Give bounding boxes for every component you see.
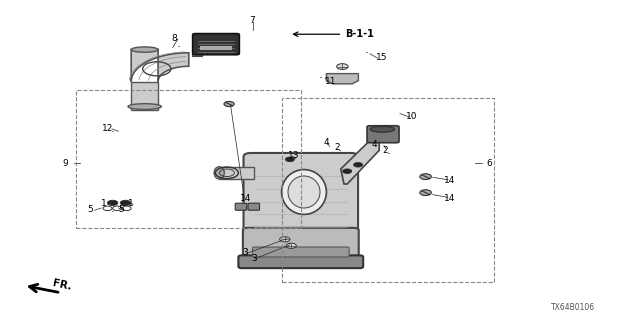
Circle shape: [343, 169, 352, 173]
FancyBboxPatch shape: [243, 228, 359, 260]
Polygon shape: [340, 138, 380, 184]
Bar: [131, 82, 158, 110]
Circle shape: [337, 64, 348, 69]
Bar: [76, 90, 301, 228]
Polygon shape: [326, 74, 358, 84]
FancyBboxPatch shape: [252, 247, 349, 257]
FancyBboxPatch shape: [243, 153, 358, 237]
FancyBboxPatch shape: [236, 203, 247, 210]
Circle shape: [120, 200, 131, 205]
Text: 5: 5: [118, 205, 124, 214]
Text: 4: 4: [323, 138, 329, 147]
Text: FR.: FR.: [51, 278, 72, 292]
Circle shape: [420, 190, 431, 196]
Ellipse shape: [288, 176, 320, 208]
Circle shape: [286, 243, 296, 248]
Ellipse shape: [214, 167, 225, 179]
Text: 14: 14: [444, 194, 455, 203]
Text: 8: 8: [172, 34, 177, 43]
Text: 11: 11: [325, 77, 337, 86]
Text: 9: 9: [63, 159, 68, 168]
Text: 1: 1: [128, 199, 134, 208]
FancyBboxPatch shape: [367, 126, 399, 143]
Bar: [200, 46, 232, 50]
Text: 10: 10: [406, 112, 418, 121]
Text: TX64B0106: TX64B0106: [551, 303, 595, 312]
Text: 5: 5: [88, 205, 93, 214]
FancyBboxPatch shape: [248, 203, 260, 210]
Circle shape: [420, 174, 431, 180]
Bar: [192, 50, 202, 56]
Text: 2: 2: [334, 143, 340, 152]
Ellipse shape: [282, 170, 326, 214]
Text: 1: 1: [100, 199, 106, 208]
Bar: [219, 167, 254, 179]
Bar: [282, 98, 494, 282]
Ellipse shape: [131, 47, 158, 52]
FancyBboxPatch shape: [193, 34, 239, 55]
Circle shape: [285, 157, 294, 162]
Text: B-1-1: B-1-1: [346, 29, 374, 39]
Text: 14: 14: [240, 194, 252, 203]
Circle shape: [224, 101, 234, 107]
Text: 4: 4: [371, 140, 377, 149]
FancyBboxPatch shape: [238, 255, 363, 268]
Text: 12: 12: [102, 124, 114, 133]
Circle shape: [108, 200, 118, 205]
Text: 13: 13: [288, 151, 300, 160]
Text: 15: 15: [376, 53, 387, 62]
Text: 14: 14: [444, 176, 455, 185]
Polygon shape: [131, 50, 189, 82]
Text: 2: 2: [383, 146, 388, 155]
Text: 3: 3: [242, 248, 248, 257]
Text: 7: 7: [250, 16, 255, 25]
Circle shape: [353, 163, 362, 167]
Text: 3: 3: [251, 254, 257, 263]
Circle shape: [280, 237, 290, 242]
Ellipse shape: [370, 126, 395, 132]
Ellipse shape: [128, 104, 161, 109]
Text: 6: 6: [486, 159, 492, 168]
